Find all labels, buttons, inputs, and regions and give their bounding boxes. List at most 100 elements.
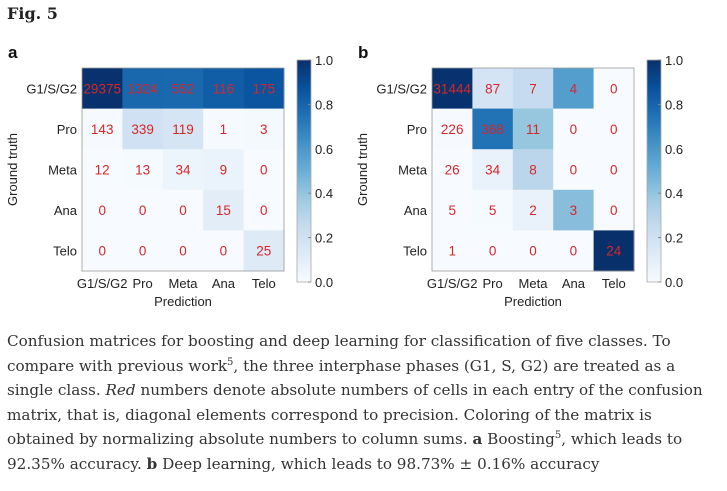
matrix-cell (203, 108, 245, 150)
colorbar (646, 59, 662, 283)
cell-value: 3 (570, 203, 578, 218)
colorbar-tick-label: 0.4 (665, 186, 683, 201)
matrix-cell (593, 149, 635, 191)
cell-value: 552 (172, 81, 195, 96)
caption-panel-b: b (146, 454, 158, 473)
matrix-cell (432, 149, 473, 191)
cell-value: 0 (610, 122, 618, 137)
colorbar-tick-label: 0.2 (665, 231, 683, 246)
cell-value: 11 (526, 122, 540, 137)
matrix-cell (593, 68, 635, 110)
cell-value: 0 (570, 163, 578, 178)
colorbar (296, 59, 312, 283)
matrix-cell (162, 149, 204, 191)
column-label: Meta (519, 276, 549, 291)
column-label: Telo (252, 276, 276, 291)
column-label: Pro (132, 276, 152, 291)
cell-value: 13 (135, 163, 150, 178)
row-label: Meta (398, 163, 428, 178)
matrix-frame (81, 67, 285, 272)
matrix-cell (593, 189, 635, 231)
matrix-cell (243, 230, 285, 272)
cell-value: 12 (95, 163, 110, 178)
row-label: G1/S/G2 (26, 81, 77, 96)
matrix-cell (432, 189, 473, 231)
cell-value: 0 (570, 244, 578, 259)
caption-text: Boosting (482, 430, 555, 448)
matrix-cell (553, 149, 595, 191)
matrix-cell (203, 68, 245, 110)
row-label: Pro (407, 122, 427, 137)
matrix-cell (243, 149, 285, 191)
caption-text: , the three interphase phases (G1, S, G2… (7, 356, 676, 400)
matrix-cell (472, 149, 514, 191)
cell-value: 0 (489, 244, 497, 259)
cell-value: 368 (481, 122, 504, 137)
colorbar-tick-label: 0.2 (315, 231, 333, 246)
matrix-cell (82, 189, 123, 231)
cell-value: 1 (220, 122, 228, 137)
row-label: Telo (403, 244, 427, 259)
matrix-cell (203, 230, 245, 272)
cell-value: 3 (260, 122, 268, 137)
caption-text: Deep learning, which leads to 98.73% ± 0… (157, 454, 600, 473)
matrix-cell (122, 68, 164, 110)
matrix-cell (203, 149, 245, 191)
cell-value: 5 (448, 203, 456, 218)
matrix-cell (122, 108, 164, 150)
cell-value: 34 (485, 163, 501, 178)
cell-value: 9 (220, 163, 228, 178)
cell-value: 5 (489, 203, 497, 218)
matrix-cell (512, 189, 554, 231)
cell-value: 0 (139, 203, 147, 218)
cell-value: 116 (213, 81, 235, 96)
cell-value: 2 (529, 203, 537, 218)
column-label: Ana (562, 276, 586, 291)
reference-link[interactable]: 5 (554, 429, 562, 441)
cell-value: 7 (529, 81, 537, 96)
matrix-cell (512, 68, 554, 110)
colorbar-tick-label: 1.0 (315, 53, 333, 68)
row-label: Ana (404, 203, 428, 218)
panel-label: b (358, 43, 368, 62)
matrix-cell (553, 230, 595, 272)
cell-value: 15 (216, 203, 231, 218)
matrix-cell (512, 230, 554, 272)
cell-value: 8 (529, 163, 537, 178)
matrix-cell (243, 189, 285, 231)
row-label: G1/S/G2 (376, 81, 427, 96)
cell-value: 34 (175, 163, 191, 178)
matrix-cell (432, 230, 473, 272)
matrix-cell (122, 189, 164, 231)
colorbar-tick-label: 0.8 (665, 97, 683, 112)
matrix-cell (162, 230, 204, 272)
cell-value: 29375 (83, 81, 121, 96)
x-axis-label: Prediction (504, 294, 562, 309)
matrix-cell (472, 68, 514, 110)
cell-value: 0 (529, 244, 537, 259)
cell-value: 4 (570, 81, 578, 96)
matrix-cell (82, 149, 123, 191)
matrix-cell (432, 68, 473, 110)
cell-value: 143 (91, 122, 114, 137)
figure-title: Fig. 5 (7, 4, 58, 23)
colorbar-tick-label: 0.0 (665, 275, 683, 290)
cell-value: 119 (172, 122, 194, 137)
matrix-cell (162, 108, 204, 150)
cell-value: 25 (256, 244, 271, 259)
matrix-cell (203, 189, 245, 231)
figure-caption: Confusion matrices for boosting and deep… (7, 329, 719, 476)
column-label: Pro (482, 276, 502, 291)
cell-value: 226 (441, 122, 464, 137)
reference-link[interactable]: 5 (227, 356, 234, 368)
cell-value: 26 (445, 163, 460, 178)
matrix-cell (432, 108, 473, 150)
cell-value: 0 (610, 81, 618, 96)
matrix-cell (82, 68, 123, 110)
row-label: Telo (53, 244, 77, 259)
cell-value: 0 (98, 203, 106, 218)
row-label: Meta (48, 163, 78, 178)
matrix-cell (82, 230, 123, 272)
x-axis-label: Prediction (154, 294, 212, 309)
